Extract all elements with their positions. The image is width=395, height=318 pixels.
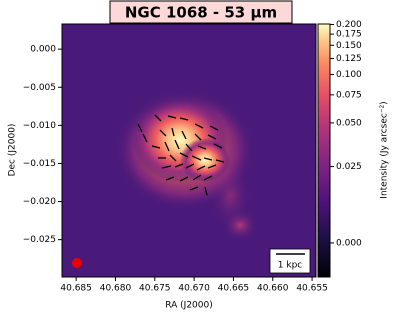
y-tick-label: −0.025 bbox=[23, 235, 56, 245]
x-tick-label: 40.665 bbox=[218, 284, 250, 294]
colorbar bbox=[318, 24, 330, 277]
colorbar-frame bbox=[317, 23, 331, 278]
y-tick-label: −0.010 bbox=[23, 121, 57, 131]
colorbar-tick-label: 0.150 bbox=[336, 41, 362, 51]
intensity-map: 1 kpc bbox=[62, 24, 316, 277]
y-tick-label: 0.000 bbox=[30, 45, 56, 55]
colorbar-tick-label: 0.000 bbox=[336, 238, 362, 248]
scale-bar-box bbox=[269, 248, 311, 274]
colorbar-label: Intensity (Jy arcsec⁻²) bbox=[380, 101, 390, 198]
x-tick-label: 40.655 bbox=[296, 284, 328, 294]
chart-title: NGC 1068 - 53 μm bbox=[125, 4, 277, 22]
plot-frame bbox=[61, 23, 317, 278]
scale-bar-label: 1 kpc bbox=[278, 261, 303, 271]
polarization-vectors bbox=[137, 114, 225, 196]
beam bbox=[72, 258, 82, 268]
x-tick-label: 40.685 bbox=[60, 284, 92, 294]
colorbar-tick-label: 0.125 bbox=[336, 54, 362, 64]
x-tick-label: 40.670 bbox=[178, 284, 210, 294]
colorbar-tick-label: 0.175 bbox=[336, 30, 362, 40]
colorbar-tick-label: 0.200 bbox=[336, 20, 362, 30]
y-tick-label: −0.015 bbox=[23, 159, 56, 169]
colorbar-tick-label: 0.050 bbox=[336, 118, 362, 128]
x-tick-label: 40.675 bbox=[139, 284, 171, 294]
x-tick-label: 40.660 bbox=[257, 284, 289, 294]
y-tick-label: −0.020 bbox=[23, 197, 57, 207]
x-tick-label: 40.680 bbox=[100, 284, 132, 294]
colorbar-tick-label: 0.025 bbox=[336, 162, 362, 172]
title-box bbox=[109, 0, 293, 24]
colorbar-tick-label: 0.100 bbox=[336, 70, 362, 80]
colorbar-tick-label: 0.075 bbox=[336, 90, 362, 100]
y-axis-label: Dec (J2000) bbox=[8, 124, 18, 177]
x-axis-label: RA (J2000) bbox=[165, 301, 213, 311]
y-tick-label: −0.005 bbox=[23, 83, 56, 93]
